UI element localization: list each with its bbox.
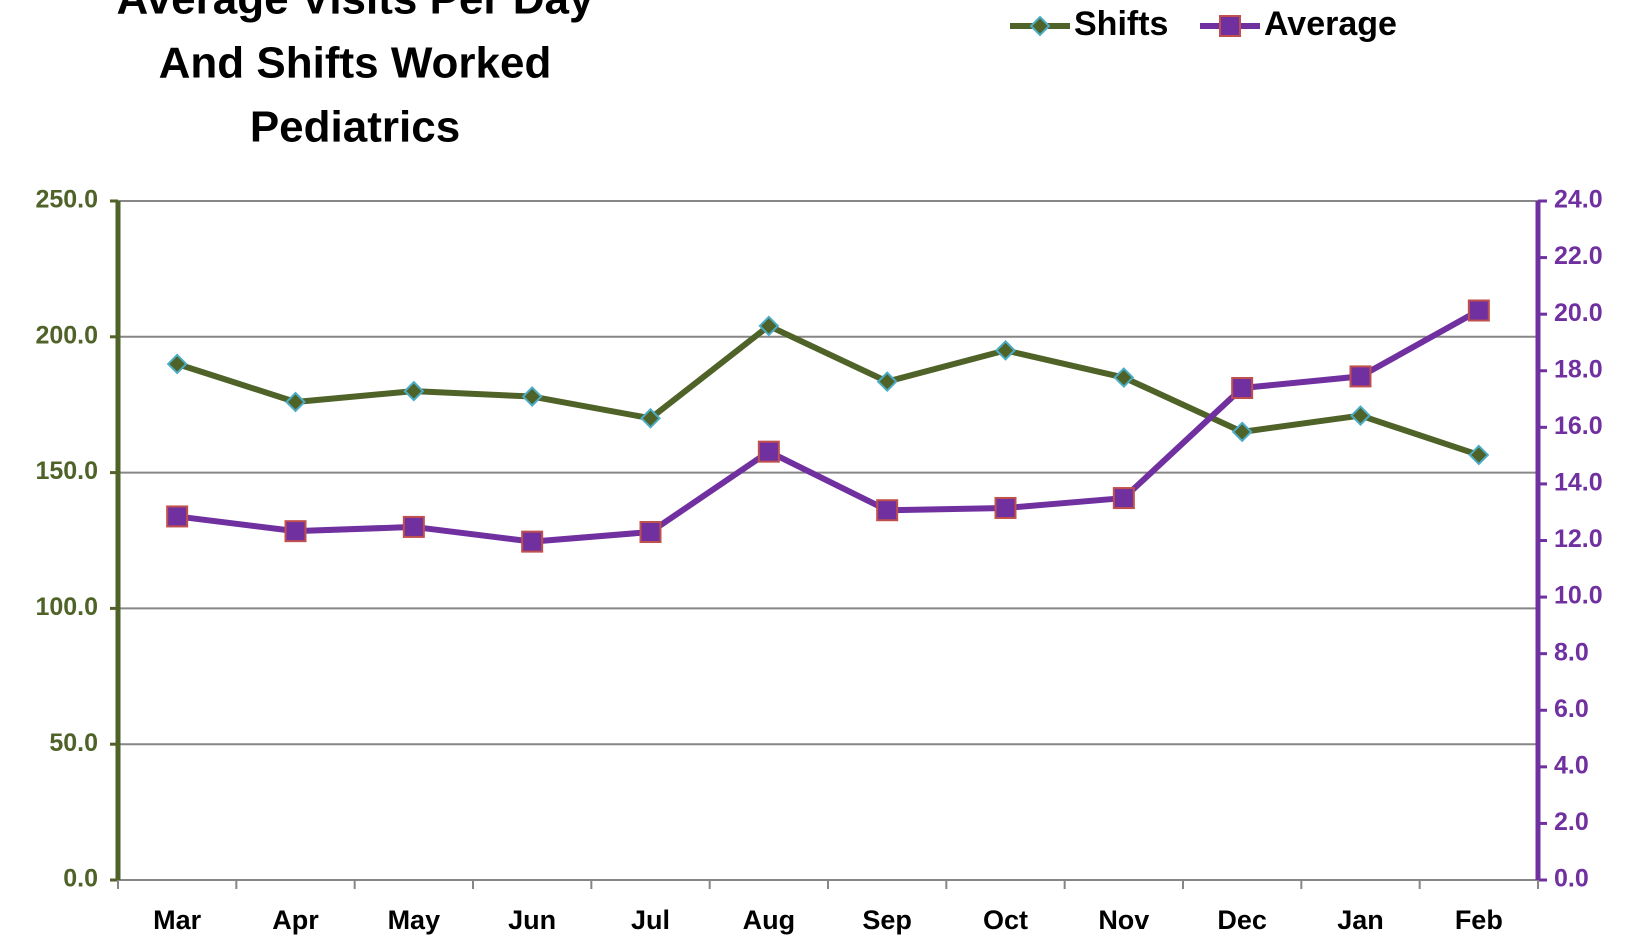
y2-tick-label: 8.0 — [1554, 638, 1589, 666]
y2-tick-label: 22.0 — [1554, 242, 1603, 270]
point — [521, 386, 543, 407]
point — [1350, 405, 1371, 426]
legend-marker — [1029, 15, 1051, 37]
point — [639, 521, 662, 544]
x-tick-label: May — [388, 905, 441, 935]
point — [1468, 444, 1490, 466]
y-tick-label: 150.0 — [35, 457, 98, 485]
y2-tick-label: 0.0 — [1554, 865, 1589, 893]
point — [1231, 377, 1254, 400]
point — [403, 380, 425, 402]
legend-marker — [1219, 15, 1241, 37]
y2-tick-label: 12.0 — [1554, 525, 1603, 553]
point — [1467, 299, 1490, 322]
y-tick-label: 50.0 — [49, 729, 98, 757]
x-tick-label: Dec — [1217, 905, 1267, 935]
x-tick-label: Jun — [508, 905, 556, 935]
y2-tick-label: 6.0 — [1554, 695, 1589, 723]
point — [995, 339, 1016, 361]
point — [1231, 421, 1253, 443]
chart-title: Pediatrics — [250, 103, 460, 152]
point — [757, 440, 780, 463]
x-tick-label: Oct — [983, 905, 1028, 935]
point — [758, 315, 780, 337]
y2-tick-label: 10.0 — [1554, 582, 1603, 610]
point — [402, 515, 425, 538]
y2-tick-label: 24.0 — [1554, 186, 1603, 214]
x-tick-label: Feb — [1455, 905, 1503, 935]
point — [876, 499, 899, 522]
x-tick-label: Jan — [1337, 905, 1384, 935]
point — [1349, 365, 1372, 388]
x-tick-label: Jul — [631, 905, 670, 935]
x-tick-label: Apr — [272, 905, 319, 935]
y2-tick-label: 18.0 — [1554, 355, 1603, 383]
series-line — [176, 307, 1481, 545]
y2-tick-label: 16.0 — [1554, 412, 1603, 440]
x-tick-label: Sep — [862, 905, 912, 935]
y-tick-label: 250.0 — [35, 186, 98, 214]
x-tick-label: Nov — [1098, 905, 1149, 935]
point — [166, 353, 188, 375]
chart-title: And Shifts Worked — [159, 39, 552, 88]
y-tick-label: 0.0 — [63, 865, 98, 893]
point — [640, 407, 661, 429]
y2-tick-label: 2.0 — [1554, 808, 1589, 836]
y2-tick-label: 14.0 — [1554, 469, 1603, 497]
point — [521, 530, 544, 553]
y-tick-label: 100.0 — [35, 593, 98, 621]
legend-label: Shifts — [1074, 5, 1168, 43]
point — [994, 496, 1017, 519]
point — [1113, 367, 1135, 388]
point — [166, 505, 189, 528]
legend-label: Average — [1264, 5, 1397, 43]
x-tick-label: Mar — [153, 905, 202, 935]
point — [284, 520, 307, 543]
y-tick-label: 200.0 — [35, 321, 98, 349]
point — [1112, 487, 1135, 510]
x-tick-label: Aug — [743, 905, 795, 935]
point — [285, 391, 306, 413]
chart-title: Average Visits Per Day — [117, 0, 594, 24]
point — [876, 371, 898, 393]
y2-tick-label: 20.0 — [1554, 299, 1603, 327]
y2-tick-label: 4.0 — [1554, 751, 1589, 779]
series-line — [176, 322, 1480, 458]
